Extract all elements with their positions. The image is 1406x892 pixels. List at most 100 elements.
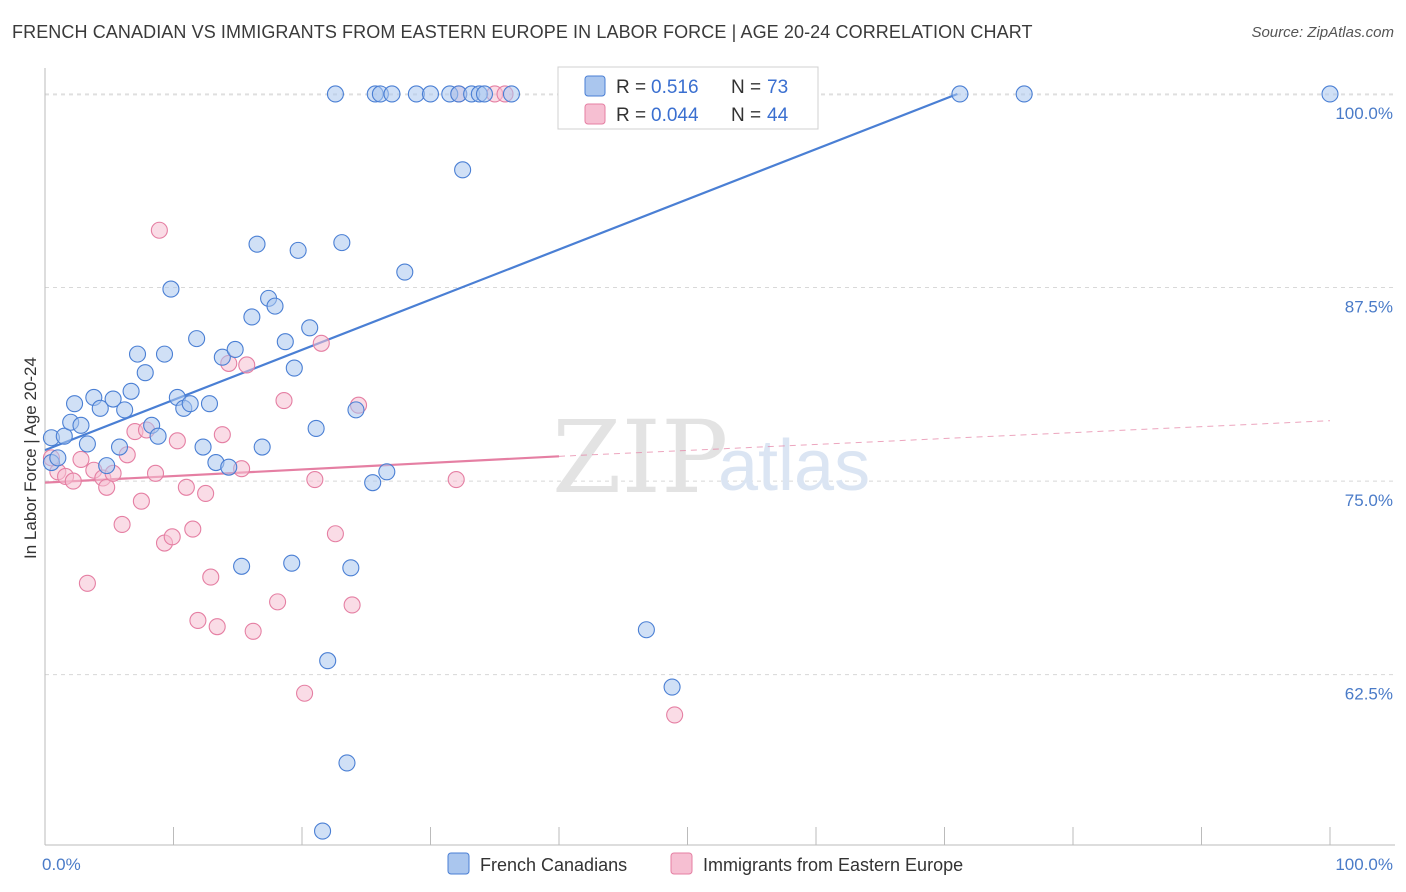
chart-source: Source: ZipAtlas.com	[1251, 24, 1394, 41]
data-point-series-1	[248, 235, 266, 253]
y-tick-label: 87.5%	[1345, 298, 1393, 317]
data-point-series-1	[194, 438, 212, 456]
legend: French Canadians Immigrants from Eastern …	[447, 852, 963, 875]
y-tick-label: 75.0%	[1345, 491, 1393, 510]
stats-n-label: N =	[731, 77, 761, 98]
data-point-series-1	[502, 85, 521, 103]
chart-title: FRENCH CANADIAN VS IMMIGRANTS FROM EASTE…	[12, 22, 1033, 42]
data-point-series-1	[314, 822, 332, 840]
data-point-series-2	[78, 574, 96, 592]
data-point-series-1	[162, 280, 180, 298]
data-point-series-1	[333, 234, 351, 252]
data-point-series-1	[276, 333, 294, 351]
data-point-series-2	[296, 684, 314, 702]
data-point-series-1	[347, 401, 365, 419]
data-point-series-1	[128, 345, 147, 363]
legend-swatch-series-2	[670, 852, 693, 875]
x-tick-label-min: 0.0%	[42, 855, 81, 874]
stats-swatch-series-2	[584, 103, 606, 125]
data-point-series-1	[243, 308, 261, 326]
data-point-series-2	[177, 478, 195, 496]
stats-box: R = 0.516 N = 73 R = 0.044 N = 44	[557, 66, 819, 130]
data-point-series-2	[238, 356, 256, 374]
data-point-series-2	[72, 450, 90, 468]
legend-swatch-series-1	[447, 852, 470, 875]
data-point-series-1	[266, 297, 284, 315]
data-point-series-2	[197, 484, 215, 503]
data-point-series-2	[269, 593, 287, 611]
data-point-series-1	[200, 395, 219, 413]
data-point-series-1	[454, 161, 472, 179]
data-point-series-1	[49, 449, 67, 467]
data-point-series-2	[113, 515, 131, 534]
data-point-series-1	[338, 754, 356, 772]
data-point-series-1	[220, 458, 238, 476]
legend-label-series-1: French Canadians	[480, 855, 627, 875]
data-point-series-1	[122, 382, 140, 400]
y-tick-label: 62.5%	[1345, 685, 1393, 704]
data-point-series-2	[666, 706, 684, 724]
data-point-series-1	[1321, 85, 1339, 103]
watermark: ZIP atlas	[552, 399, 870, 516]
stats-n-value: 73	[767, 77, 788, 98]
stats-n-value: 44	[767, 105, 789, 126]
stats-r-label: R =	[616, 77, 646, 98]
data-point-series-1	[663, 678, 681, 696]
stats-r-value: 0.044	[651, 105, 699, 126]
watermark-atlas: atlas	[718, 426, 870, 506]
legend-label-series-2: Immigrants from Eastern Europe	[703, 855, 963, 875]
stats-n-label: N =	[731, 105, 761, 126]
data-point-series-1	[342, 559, 360, 577]
data-point-series-1	[233, 557, 251, 575]
stats-r-label: R =	[616, 105, 646, 126]
data-point-series-2	[275, 392, 293, 410]
data-point-series-1	[213, 348, 231, 366]
data-point-series-1	[78, 435, 96, 453]
data-point-series-2	[168, 432, 186, 450]
data-point-series-2	[163, 528, 181, 546]
data-point-series-1	[72, 416, 90, 434]
data-point-series-1	[104, 390, 122, 408]
data-point-series-1	[226, 340, 244, 359]
data-point-series-2	[64, 472, 82, 490]
data-point-series-2	[208, 618, 226, 636]
data-point-series-1	[91, 399, 109, 417]
data-point-series-2	[326, 525, 344, 543]
data-point-series-1	[98, 457, 116, 475]
data-points	[42, 85, 1339, 840]
data-point-series-1	[396, 263, 414, 281]
stats-r-value: 0.516	[651, 77, 699, 98]
trend-lines	[44, 92, 1331, 484]
data-point-series-1	[55, 427, 73, 445]
data-point-series-2	[447, 471, 465, 489]
data-point-series-1	[951, 85, 969, 103]
trend-line-series-1	[44, 92, 958, 452]
data-point-series-1	[110, 438, 129, 456]
data-point-series-1	[136, 364, 154, 382]
x-tick-label-max: 100.0%	[1335, 855, 1393, 874]
trend-extension-series-2	[558, 420, 1331, 457]
data-point-series-1	[149, 427, 167, 445]
data-point-series-1	[319, 652, 337, 670]
data-point-series-1	[253, 438, 271, 456]
data-point-series-1	[66, 395, 84, 413]
data-point-series-1	[307, 419, 325, 437]
watermark-zip: ZIP	[552, 399, 728, 516]
data-point-series-2	[202, 568, 220, 586]
grid-lines	[45, 93, 1395, 676]
data-point-series-2	[343, 596, 361, 614]
data-point-series-2	[244, 622, 262, 640]
data-point-series-1	[283, 554, 301, 572]
data-point-series-1	[188, 330, 206, 348]
data-point-series-2	[150, 221, 168, 239]
data-point-series-1	[383, 85, 401, 103]
data-point-series-2	[312, 334, 330, 352]
data-point-series-2	[189, 611, 207, 630]
data-point-series-1	[421, 85, 440, 103]
data-point-series-1	[301, 319, 319, 337]
data-point-series-1	[181, 395, 199, 413]
data-point-series-1	[155, 345, 174, 363]
data-point-series-2	[184, 520, 202, 538]
data-point-series-2	[213, 426, 231, 444]
